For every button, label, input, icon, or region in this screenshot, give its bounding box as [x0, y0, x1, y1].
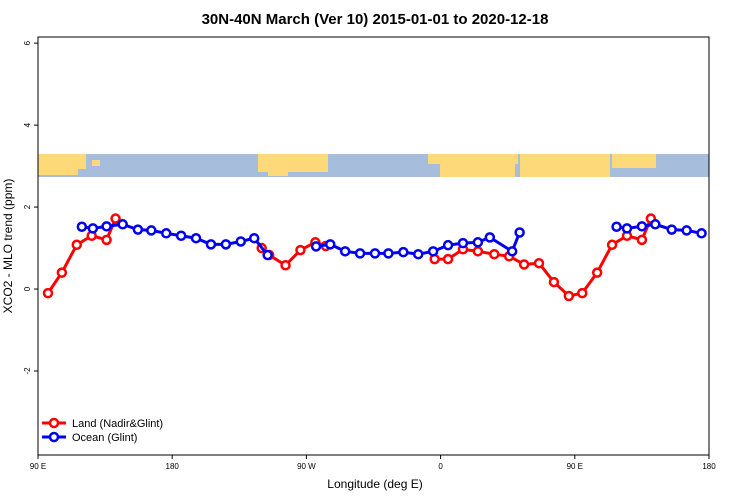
- x-tick-label: 90 E: [567, 462, 583, 471]
- data-point: [666, 224, 677, 235]
- x-axis-label: Longitude (deg E): [327, 477, 422, 491]
- data-point: [101, 234, 112, 246]
- data-point: [577, 287, 588, 299]
- data-point: [369, 248, 381, 259]
- data-point: [472, 237, 484, 248]
- data-point: [611, 221, 622, 232]
- x-tick-label: 180: [702, 462, 716, 471]
- data-point: [110, 213, 121, 224]
- legend-label: Land (Nadir&Glint): [72, 418, 163, 430]
- data-point: [398, 246, 409, 258]
- x-tick-label: 180: [166, 462, 180, 471]
- data-point: [533, 257, 545, 269]
- legend-marker: [48, 417, 60, 429]
- data-point: [563, 290, 575, 302]
- data-point: [457, 237, 469, 249]
- legend-label: Ocean (Glint): [72, 432, 137, 444]
- x-tick-label: 0: [438, 462, 443, 471]
- data-point: [101, 221, 112, 232]
- data-point: [636, 234, 648, 246]
- y-tick-label: 2: [23, 204, 32, 209]
- data-point: [442, 253, 454, 265]
- data-point: [591, 267, 603, 278]
- plot-frame: [37, 36, 710, 456]
- data-point: [160, 228, 172, 239]
- y-tick-label: 0: [23, 286, 32, 291]
- data-point: [310, 241, 322, 252]
- data-point: [650, 219, 661, 230]
- data-point: [325, 239, 336, 250]
- data-point: [220, 239, 232, 250]
- data-point: [412, 248, 424, 260]
- data-point: [146, 225, 157, 236]
- data-point: [205, 239, 217, 250]
- y-tick-label: -2: [23, 367, 32, 375]
- data-point: [175, 230, 187, 242]
- chart-title: 30N-40N March (Ver 10) 2015-01-01 to 202…: [202, 11, 549, 28]
- data-point: [681, 225, 692, 236]
- data-point: [235, 236, 247, 247]
- x-tick-label: 90 W: [297, 462, 316, 471]
- legend-marker: [48, 431, 60, 443]
- data-point: [696, 228, 707, 239]
- data-point: [514, 227, 525, 238]
- data-point: [190, 232, 202, 244]
- data-point: [280, 260, 291, 271]
- data-point: [518, 259, 530, 270]
- data-point: [56, 267, 68, 278]
- data-point: [87, 223, 99, 234]
- data-point: [621, 223, 633, 234]
- data-point: [117, 219, 128, 230]
- data-point: [295, 244, 306, 256]
- data-point: [548, 276, 560, 288]
- y-axis-label: XCO2 - MLO trend (ppm): [1, 179, 15, 314]
- y-tick-label: 4: [23, 122, 32, 127]
- data-point: [489, 248, 500, 260]
- data-point: [484, 232, 496, 243]
- data-point: [506, 246, 518, 257]
- data-point: [71, 239, 83, 251]
- data-point: [42, 287, 54, 299]
- data-point: [472, 246, 484, 257]
- data-point: [339, 246, 351, 257]
- data-point: [76, 221, 88, 232]
- x-tick-label: 90 E: [30, 462, 46, 471]
- data-point: [636, 221, 648, 232]
- data-point: [606, 239, 618, 251]
- map-band: [38, 154, 709, 177]
- data-point: [442, 239, 454, 251]
- data-point: [427, 246, 439, 257]
- data-point: [354, 248, 366, 259]
- data-point: [383, 248, 394, 259]
- data-point: [132, 224, 144, 235]
- data-point: [262, 249, 273, 261]
- y-tick-label: 6: [23, 40, 32, 45]
- data-point: [248, 232, 260, 244]
